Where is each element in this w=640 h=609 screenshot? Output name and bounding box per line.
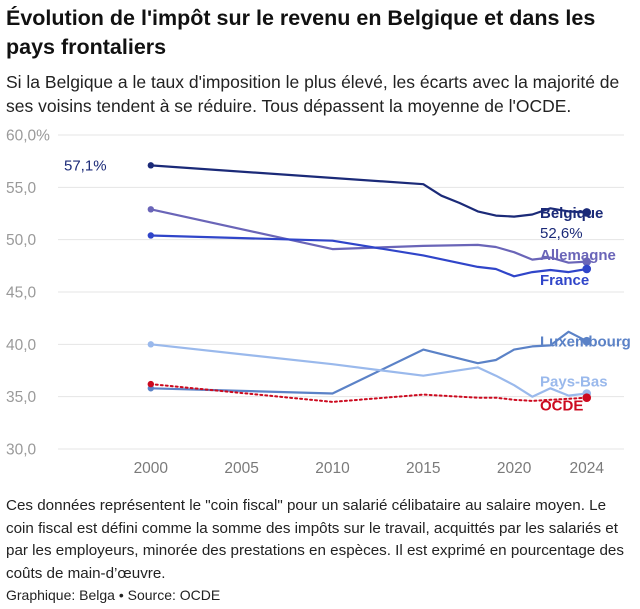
end-value-label: 52,6%: [540, 225, 583, 242]
y-tick-label: 50,0: [6, 232, 37, 249]
methodology-note: Ces données représentent le "coin fiscal…: [6, 497, 624, 582]
series-start-point: [147, 206, 155, 213]
x-tick-label: 2020: [497, 460, 532, 477]
series-line-ocde: [149, 383, 588, 403]
series-label: OCDE: [540, 398, 583, 415]
x-tick-label: 2024: [570, 460, 605, 477]
chart-subtitle: Si la Belgique a le taux d'imposition le…: [6, 72, 620, 116]
series-start-point: [147, 341, 155, 348]
chart-title: Évolution de l'impôt sur le revenu en Be…: [6, 6, 596, 59]
y-tick-label: 30,0: [6, 442, 37, 459]
series-end-point: [582, 336, 592, 346]
series-end-point: [582, 264, 592, 274]
series-end-point: [582, 257, 592, 266]
y-tick-label: 45,0: [6, 285, 37, 302]
series-start-point: [147, 232, 155, 239]
series-label: Allemagne: [540, 247, 616, 264]
series-end-point: [582, 208, 592, 217]
series-line-belgique: [149, 164, 588, 218]
x-tick-label: 2010: [315, 460, 350, 477]
line-chart: 60,0% 55,0 50,0 45,0 40,0 35,0 30,0 2000 2005 201…: [6, 128, 631, 478]
start-value-label: 57,1%: [64, 157, 107, 174]
y-tick-label: 35,0: [6, 389, 37, 406]
y-tick-label: 55,0: [6, 180, 37, 197]
series-start-point: [147, 162, 155, 169]
source-credit: Graphique: Belga • Source: OCDE: [6, 587, 221, 603]
series-end-point: [582, 393, 592, 403]
series-line-allemagne: [149, 208, 588, 264]
series-line-france: [149, 234, 588, 278]
series-line-luxembourg: [149, 330, 588, 395]
x-tick-label: 2015: [406, 460, 440, 477]
series-line-pays-bas: [149, 343, 588, 398]
x-tick-label: 2000: [134, 460, 169, 477]
x-tick-label: 2005: [224, 460, 258, 477]
y-tick-label: 40,0: [6, 337, 37, 354]
series-label: Pays-Bas: [540, 373, 608, 390]
series-label: France: [540, 272, 589, 289]
y-tick-label: 60,0%: [6, 128, 50, 145]
series-start-point: [147, 380, 155, 388]
series-label: Belgique: [540, 205, 603, 222]
series-label: Luxembourg: [540, 334, 631, 351]
